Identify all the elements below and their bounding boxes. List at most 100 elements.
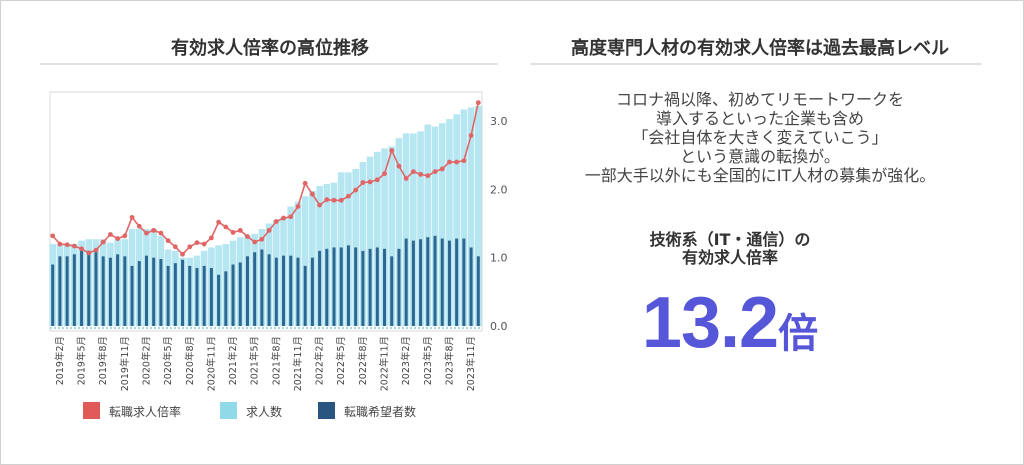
- point-ratio: [346, 193, 351, 199]
- bar-applicant-count: [447, 240, 451, 326]
- bar-applicant-count: [188, 265, 192, 326]
- bar-job-count: [453, 114, 460, 327]
- bar-job-count: [446, 119, 453, 327]
- highlight-label-line: 有効求人倍率: [681, 248, 778, 267]
- point-ratio: [216, 219, 222, 225]
- chart-title: 有効求人倍率の高位推移: [171, 38, 369, 59]
- bar-job-count: [417, 131, 424, 326]
- bar-applicant-count: [411, 240, 415, 326]
- bar-applicant-count: [137, 261, 141, 326]
- y-tick-label: 1.0: [490, 252, 508, 265]
- bar-applicant-count: [80, 250, 84, 326]
- point-ratio: [93, 247, 99, 253]
- bar-applicant-count: [217, 274, 221, 326]
- right-title: 高度専門人材の有効求人倍率は過去最高レベル: [571, 38, 949, 59]
- bar-applicant-count: [260, 249, 264, 326]
- point-ratio: [367, 179, 373, 185]
- bar-applicant-count: [108, 257, 112, 326]
- highlight-label-line: 技術系（IT・通信）の: [649, 230, 811, 249]
- bar-job-count: [301, 196, 309, 326]
- bar-applicant-count: [397, 248, 401, 326]
- point-ratio: [353, 187, 359, 193]
- bar-applicant-count: [202, 265, 206, 326]
- point-ratio: [50, 233, 56, 239]
- x-tick-label: 2023年5月: [422, 336, 434, 385]
- point-ratio: [461, 158, 467, 164]
- bar-job-count: [424, 124, 432, 326]
- point-ratio: [252, 239, 258, 245]
- point-ratio: [79, 246, 84, 252]
- bar-job-count: [460, 109, 468, 326]
- bar-applicant-count: [58, 256, 62, 326]
- point-ratio: [454, 159, 460, 165]
- point-ratio: [468, 133, 474, 138]
- bar-applicant-count: [332, 247, 336, 326]
- bar-applicant-count: [209, 267, 213, 326]
- x-tick-label: 2020年2月: [140, 336, 152, 385]
- description-line: 一部大手以外にも全国的にIT人材の募集が強化。: [584, 166, 936, 185]
- legend-swatch: [220, 402, 237, 419]
- point-ratio: [223, 224, 229, 230]
- bar-applicant-count: [94, 250, 98, 326]
- divider: [530, 63, 982, 65]
- bar-applicant-count: [455, 238, 459, 326]
- bar-applicant-count: [289, 255, 293, 326]
- bar-job-count: [438, 123, 446, 326]
- bar-applicant-count: [72, 254, 76, 326]
- point-ratio: [396, 163, 402, 169]
- point-ratio: [338, 197, 344, 203]
- bar-applicant-count: [253, 252, 257, 326]
- point-ratio: [86, 250, 92, 256]
- description-line: という意識の転換が。: [680, 147, 840, 166]
- bar-applicant-count: [390, 256, 394, 326]
- bar-job-count: [366, 156, 374, 326]
- point-ratio: [180, 251, 185, 257]
- point-ratio: [374, 177, 380, 183]
- bar-applicant-count: [368, 248, 372, 326]
- bar-job-count: [475, 106, 482, 326]
- point-ratio: [237, 227, 243, 233]
- bar-job-count: [467, 107, 475, 326]
- bar-applicant-count: [224, 271, 228, 326]
- bar-applicant-count: [274, 257, 278, 326]
- highlight-label: 技術系（IT・通信）の 有効求人倍率: [600, 231, 860, 267]
- bar-applicant-count: [404, 238, 408, 326]
- bar-applicant-count: [296, 257, 300, 326]
- description-line: 導入するといった企業も含め: [655, 109, 864, 128]
- point-ratio: [281, 215, 286, 221]
- point-ratio: [115, 236, 121, 241]
- description: コロナ禍以降、初めてリモートワークを 導入するといった企業も含め 「会社自体を大…: [520, 90, 1000, 185]
- x-tick-label: 2019年2月: [54, 336, 66, 385]
- point-ratio: [439, 166, 445, 172]
- x-tick-label: 2023年2月: [400, 336, 412, 385]
- highlight-number: 13.2: [641, 283, 779, 363]
- bar-applicant-count: [469, 247, 473, 326]
- point-ratio: [317, 202, 323, 208]
- point-ratio: [208, 235, 214, 241]
- x-tick-label: 2023年11月: [465, 336, 477, 391]
- point-ratio: [259, 236, 265, 242]
- bar-applicant-count: [238, 262, 242, 326]
- bar-applicant-count: [303, 265, 307, 326]
- bar-applicant-count: [116, 254, 120, 326]
- description-line: コロナ禍以降、初めてリモートワークを: [615, 90, 904, 109]
- point-ratio: [382, 171, 387, 177]
- point-ratio: [165, 238, 171, 244]
- point-ratio: [201, 241, 207, 247]
- point-ratio: [100, 239, 106, 245]
- y-tick-label: 3.0: [490, 115, 508, 128]
- bar-applicant-count: [267, 254, 271, 326]
- point-ratio: [418, 171, 423, 177]
- point-ratio: [136, 223, 142, 229]
- x-tick-label: 2021年2月: [227, 336, 239, 385]
- y-tick-label: 0.0: [490, 320, 508, 333]
- x-tick-label: 2019年11月: [119, 336, 131, 391]
- bar-applicant-count: [65, 256, 69, 326]
- point-ratio: [122, 233, 128, 239]
- bar-applicant-count: [144, 255, 148, 326]
- point-ratio: [331, 197, 337, 203]
- bar-applicant-count: [339, 247, 343, 326]
- point-ratio: [266, 227, 272, 233]
- point-ratio: [57, 241, 63, 247]
